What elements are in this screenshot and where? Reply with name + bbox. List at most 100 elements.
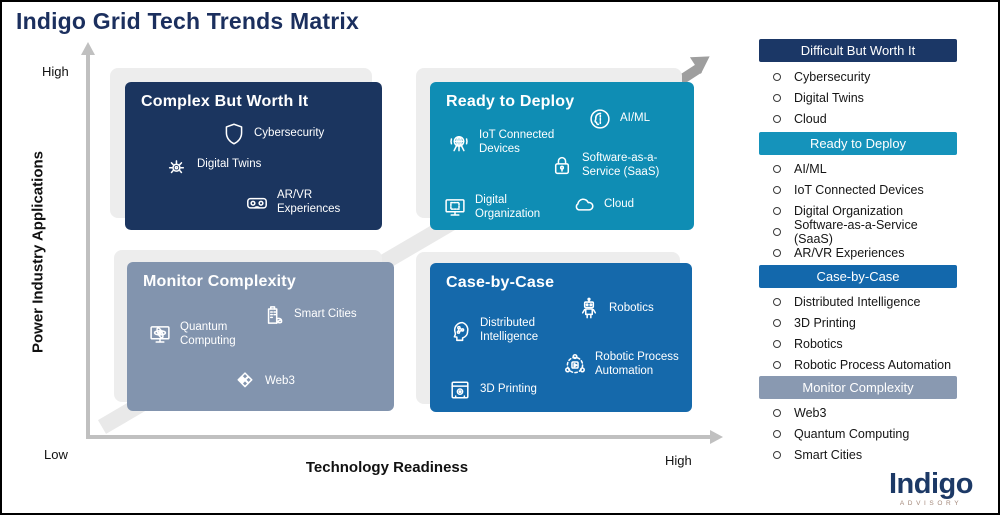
legend-item: Robotic Process Automation <box>759 354 957 375</box>
matrix-item-label: Software-as-a-Service (SaaS) <box>582 152 660 178</box>
legend-item-label: Smart Cities <box>794 447 863 462</box>
matrix-item-cloud: Cloud <box>571 192 634 218</box>
indigo-advisory-logo: Indigo ADVISORY <box>874 468 988 508</box>
matrix-item-robotics: Robotics <box>576 296 654 322</box>
legend-item-label: Cloud <box>794 111 827 126</box>
legend-item-label: AI/ML <box>794 161 827 176</box>
legend-item-label: Digital Organization <box>794 203 904 218</box>
x-axis-arrowhead <box>710 430 723 444</box>
matrix-item-label: Robotics <box>609 302 654 315</box>
x-axis-high-label: High <box>665 453 692 468</box>
matrix-item-label: Cloud <box>604 198 635 211</box>
y-axis-arrowhead <box>81 42 95 55</box>
y-axis-title: Power Industry Applications <box>29 151 47 353</box>
legend-item-label: 3D Printing <box>794 315 856 330</box>
legend-item-label: Software-as-a-Service (SaaS) <box>794 217 918 246</box>
legend-item: Cybersecurity <box>759 66 957 87</box>
quadrant-title: Monitor Complexity <box>143 273 296 290</box>
matrix-item-cybersecurity: Cybersecurity <box>221 121 324 147</box>
vr-goggles-icon <box>247 197 267 209</box>
x-axis-title: Technology Readiness <box>305 459 469 476</box>
cloud-icon <box>575 198 594 211</box>
legend-item-label: Web3 <box>794 405 827 420</box>
ring-bullet-icon <box>773 339 781 348</box>
matrix-item-label: Digital Organization <box>475 194 541 220</box>
matrix-item-label: 3D Printing <box>480 383 537 396</box>
legend-item: Cloud <box>759 108 957 129</box>
gears-play-icon <box>565 353 585 373</box>
legend-list: Distributed Intelligence 3D Printing Rob… <box>759 291 957 375</box>
ring-bullet-icon <box>773 206 781 215</box>
matrix-item-iot: IoT Connected Devices <box>446 129 564 156</box>
y-axis-high-label: High <box>42 64 69 79</box>
ring-bullet-icon <box>773 93 781 102</box>
legend-item: IoT Connected Devices <box>759 179 957 200</box>
legend-item: Distributed Intelligence <box>759 291 957 312</box>
quadrant-title: Ready to Deploy <box>446 93 575 110</box>
matrix-item-label: Web3 <box>265 375 295 388</box>
ring-bullet-icon <box>773 114 781 123</box>
ring-bullet-icon <box>773 429 781 438</box>
legend-item-label: Cybersecurity <box>794 69 871 84</box>
digital-twins-icon <box>168 160 185 174</box>
legend-sidebar: Difficult But Worth It Cybersecurity Dig… <box>759 39 957 479</box>
legend-item: AR/VR Experiences <box>759 242 957 263</box>
matrix-item-smart-cities: Smart Cities <box>261 302 357 328</box>
matrix-item-label: Quantum Computing <box>180 321 236 347</box>
ring-bullet-icon <box>773 72 781 81</box>
page-title: Indigo Grid Tech Trends Matrix <box>16 8 359 34</box>
legend-header-case-by-case: Case-by-Case <box>759 265 957 288</box>
legend-item: Digital Twins <box>759 87 957 108</box>
legend-item: Robotics <box>759 333 957 354</box>
quadrant-title: Case-by-Case <box>446 274 555 291</box>
matrix-item-label: Cybersecurity <box>254 127 325 140</box>
shield-icon <box>225 123 243 145</box>
ring-bullet-icon <box>773 227 781 236</box>
printer-icon <box>451 381 469 399</box>
legend-item: Quantum Computing <box>759 423 957 444</box>
matrix-item-label: AI/ML <box>620 112 651 125</box>
matrix-item-web3: Web3 <box>232 369 295 395</box>
building-leaf-icon <box>267 306 283 324</box>
legend-header-ready-to-deploy: Ready to Deploy <box>759 132 957 155</box>
logo-tagline: ADVISORY <box>899 500 963 507</box>
matrix-item-rpa: Robotic Process Automation <box>562 351 692 378</box>
matrix-item-distributed-intelligence: Distributed Intelligence <box>447 317 565 344</box>
ring-bullet-icon <box>773 450 781 459</box>
matrix-item-digital-organization: Digital Organization <box>442 194 555 221</box>
y-axis-low-label: Low <box>44 447 68 462</box>
legend-item: AI/ML <box>759 158 957 179</box>
matrix-item-label: Smart Cities <box>294 308 357 321</box>
legend-item-label: Quantum Computing <box>794 426 910 441</box>
robot-icon <box>581 297 597 319</box>
legend-item-label: Distributed Intelligence <box>794 294 921 309</box>
legend-list: Web3 Quantum Computing Smart Cities <box>759 402 957 465</box>
matrix-item-arvr: AR/VR Experiences <box>244 189 352 216</box>
diamonds-icon <box>237 372 253 388</box>
quadrant-complex-but-worth-it: Complex But Worth It Cybersecurity Digit… <box>125 82 382 230</box>
ring-bullet-icon <box>773 408 781 417</box>
matrix-item-3d-printing: 3D Printing <box>447 377 537 403</box>
ring-bullet-icon <box>773 185 781 194</box>
monitor-atom-icon <box>150 325 170 343</box>
head-network-icon <box>453 321 469 341</box>
legend-item: 3D Printing <box>759 312 957 333</box>
legend-item: Software-as-a-Service (SaaS) <box>759 218 957 246</box>
quadrant-monitor-complexity: Monitor Complexity Smart Cities Quantum … <box>127 262 394 411</box>
iot-globe-icon <box>450 135 468 151</box>
quadrant-case-by-case: Case-by-Case Robotics Distributed Intell… <box>430 263 692 412</box>
matrix-item-label: Distributed Intelligence <box>480 317 539 343</box>
ai-brain-icon <box>590 109 610 129</box>
ring-bullet-icon <box>773 297 781 306</box>
legend-item: Web3 <box>759 402 957 423</box>
matrix-item-aiml: AI/ML <box>587 106 650 132</box>
matrix-item-label: Digital Twins <box>197 158 262 171</box>
ring-bullet-icon <box>773 164 781 173</box>
monitor-chip-icon <box>445 198 465 216</box>
legend-header-difficult-but-worth-it: Difficult But Worth It <box>759 39 957 62</box>
logo-name: Indigo <box>889 468 973 500</box>
legend-item-label: IoT Connected Devices <box>794 182 924 197</box>
legend-list: AI/ML IoT Connected Devices Digital Orga… <box>759 158 957 263</box>
lock-icon <box>554 156 570 174</box>
